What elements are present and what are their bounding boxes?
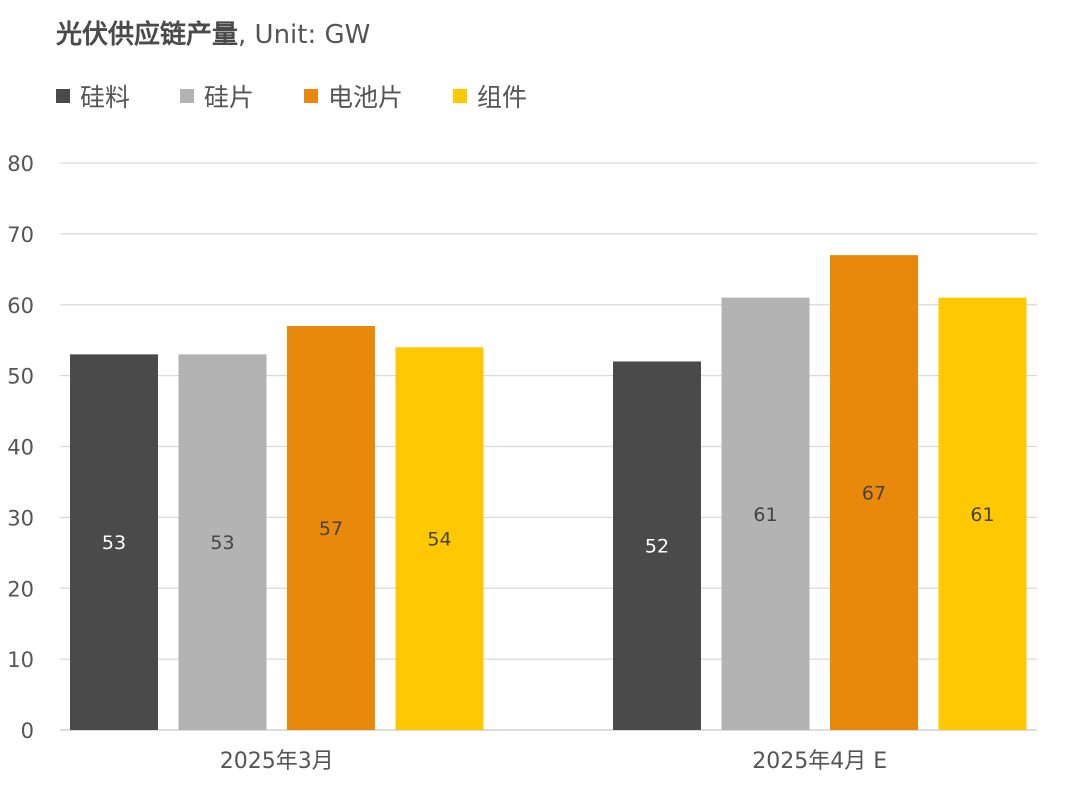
- y-tick-label: 60: [7, 294, 34, 318]
- legend-label: 硅片: [204, 83, 255, 112]
- chart-title: 光伏供应链产量, Unit: GW: [56, 14, 370, 51]
- data-label: 61: [753, 504, 777, 526]
- bar: [178, 354, 267, 730]
- bar: [70, 354, 158, 730]
- legend-label: 硅料: [80, 83, 131, 112]
- x-category-label: 2025年4月 E: [752, 749, 887, 774]
- bar: [613, 361, 701, 730]
- legend-item-cell: 电池片: [304, 78, 403, 114]
- legend-label: 组件: [477, 83, 528, 112]
- bar: [287, 326, 375, 730]
- legend-item-module: 组件: [453, 78, 527, 114]
- data-label: 61: [970, 504, 994, 526]
- bar: [721, 297, 810, 730]
- y-tick-label: 70: [7, 223, 34, 247]
- y-tick-label: 30: [7, 506, 34, 530]
- data-label: 53: [102, 532, 126, 554]
- bar: [830, 255, 918, 730]
- legend-swatch: [453, 89, 468, 103]
- y-tick-label: 40: [7, 436, 34, 460]
- y-tick-label: 0: [21, 719, 34, 743]
- x-category-label: 2025年3月: [220, 749, 334, 774]
- chart-title-main: 光伏供应链产量: [56, 20, 239, 50]
- y-tick-label: 50: [7, 365, 34, 389]
- bar: [395, 347, 484, 730]
- y-tick-label: 20: [7, 577, 34, 601]
- legend-item-silicon-material: 硅料: [56, 78, 130, 114]
- legend-item-wafer: 硅片: [180, 78, 254, 114]
- y-tick-label: 10: [7, 648, 34, 672]
- data-label: 54: [427, 529, 451, 551]
- data-label: 67: [862, 483, 886, 505]
- data-label: 53: [210, 532, 234, 554]
- chart-legend: 硅料 硅片 电池片 组件: [56, 78, 577, 114]
- data-label: 52: [645, 536, 669, 558]
- data-label: 57: [319, 518, 343, 540]
- legend-swatch: [180, 89, 195, 103]
- legend-swatch: [56, 89, 70, 103]
- y-tick-label: 80: [7, 152, 34, 176]
- bar: [938, 297, 1027, 730]
- legend-label: 电池片: [328, 83, 404, 112]
- legend-swatch: [304, 89, 319, 103]
- chart-title-unit: , Unit: GW: [238, 20, 371, 50]
